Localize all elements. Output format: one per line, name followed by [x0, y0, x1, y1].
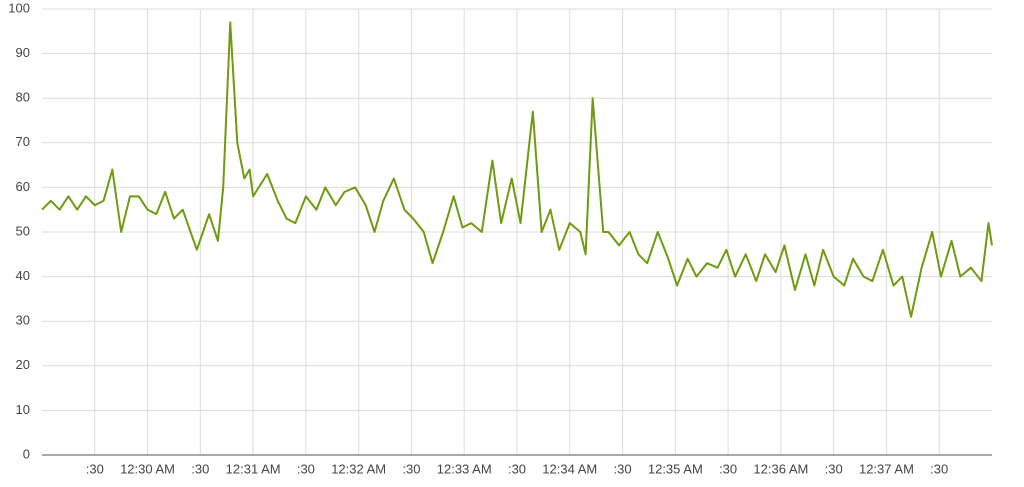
x-tick-label: :30	[508, 461, 526, 476]
x-tick-label: 12:32 AM	[331, 461, 386, 476]
x-tick-label: :30	[86, 461, 104, 476]
x-tick-label: 12:36 AM	[753, 461, 808, 476]
x-tick-label: 12:34 AM	[542, 461, 597, 476]
x-tick-label: 12:37 AM	[859, 461, 914, 476]
y-tick-label: 80	[16, 90, 30, 105]
y-tick-label: 10	[16, 402, 30, 417]
x-tick-label: 12:30 AM	[120, 461, 175, 476]
y-tick-label: 70	[16, 134, 30, 149]
x-tick-label: :30	[402, 461, 420, 476]
y-tick-label: 100	[8, 0, 30, 15]
x-tick-label: :30	[930, 461, 948, 476]
y-tick-label: 30	[16, 313, 30, 328]
x-tick-label: 12:31 AM	[226, 461, 281, 476]
y-tick-label: 40	[16, 268, 30, 283]
x-tick-label: :30	[297, 461, 315, 476]
y-tick-label: 20	[16, 357, 30, 372]
y-tick-label: 0	[23, 446, 30, 461]
x-tick-label: 12:33 AM	[437, 461, 492, 476]
x-tick-label: :30	[825, 461, 843, 476]
y-tick-label: 60	[16, 179, 30, 194]
x-tick-label: :30	[191, 461, 209, 476]
x-tick-label: 12:35 AM	[648, 461, 703, 476]
x-tick-label: :30	[614, 461, 632, 476]
x-tick-label: :30	[719, 461, 737, 476]
y-tick-label: 90	[16, 45, 30, 60]
line-series	[41, 21, 993, 318]
y-tick-label: 50	[16, 223, 30, 238]
